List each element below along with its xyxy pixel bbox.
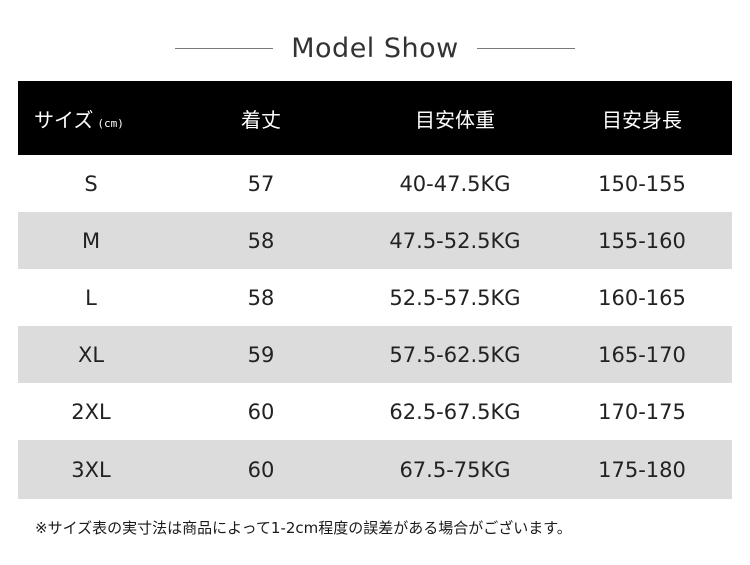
cell-height: 150-155 [552, 155, 732, 212]
table-row: M 58 47.5-52.5KG 155-160 [18, 212, 732, 269]
cell-weight: 57.5-62.5KG [358, 326, 552, 383]
header-size-unit: (cm) [97, 116, 124, 130]
table-row: S 57 40-47.5KG 150-155 [18, 155, 732, 212]
cell-size: XL [18, 326, 164, 383]
cell-length: 58 [164, 269, 358, 326]
title-divider-right [476, 47, 575, 49]
cell-size: 2XL [18, 383, 164, 440]
header-size-label: サイズ [34, 107, 94, 132]
cell-weight: 67.5-75KG [358, 440, 552, 499]
cell-length: 57 [164, 155, 358, 212]
cell-size: 3XL [18, 440, 164, 499]
cell-height: 170-175 [552, 383, 732, 440]
cell-length: 60 [164, 440, 358, 499]
size-chart-table: サイズ (cm) 着丈 目安体重 目安身長 S 57 40-47.5KG 150-… [18, 81, 732, 499]
cell-height: 175-180 [552, 440, 732, 499]
cell-weight: 40-47.5KG [358, 155, 552, 212]
cell-length: 60 [164, 383, 358, 440]
table-row: 3XL 60 67.5-75KG 175-180 [18, 440, 732, 499]
cell-size: L [18, 269, 164, 326]
cell-length: 59 [164, 326, 358, 383]
cell-height: 160-165 [552, 269, 732, 326]
table-row: L 58 52.5-57.5KG 160-165 [18, 269, 732, 326]
table-row: 2XL 60 62.5-67.5KG 170-175 [18, 383, 732, 440]
cell-weight: 52.5-57.5KG [358, 269, 552, 326]
cell-height: 165-170 [552, 326, 732, 383]
page-title: Model Show [291, 32, 459, 64]
header-height: 目安身長 [552, 81, 732, 155]
section-title: Model Show [0, 28, 750, 68]
header-length: 着丈 [164, 81, 358, 155]
cell-weight: 62.5-67.5KG [358, 383, 552, 440]
cell-size: S [18, 155, 164, 212]
cell-length: 58 [164, 212, 358, 269]
cell-size: M [18, 212, 164, 269]
header-size: サイズ (cm) [18, 81, 164, 155]
title-divider-left [175, 47, 274, 49]
table-row: XL 59 57.5-62.5KG 165-170 [18, 326, 732, 383]
cell-weight: 47.5-52.5KG [358, 212, 552, 269]
cell-height: 155-160 [552, 212, 732, 269]
header-weight: 目安体重 [358, 81, 552, 155]
table-header-row: サイズ (cm) 着丈 目安体重 目安身長 [18, 81, 732, 155]
size-disclaimer-note: ※サイズ表の実寸法は商品によって1-2cm程度の誤差がある場合がございます。 [35, 519, 572, 537]
